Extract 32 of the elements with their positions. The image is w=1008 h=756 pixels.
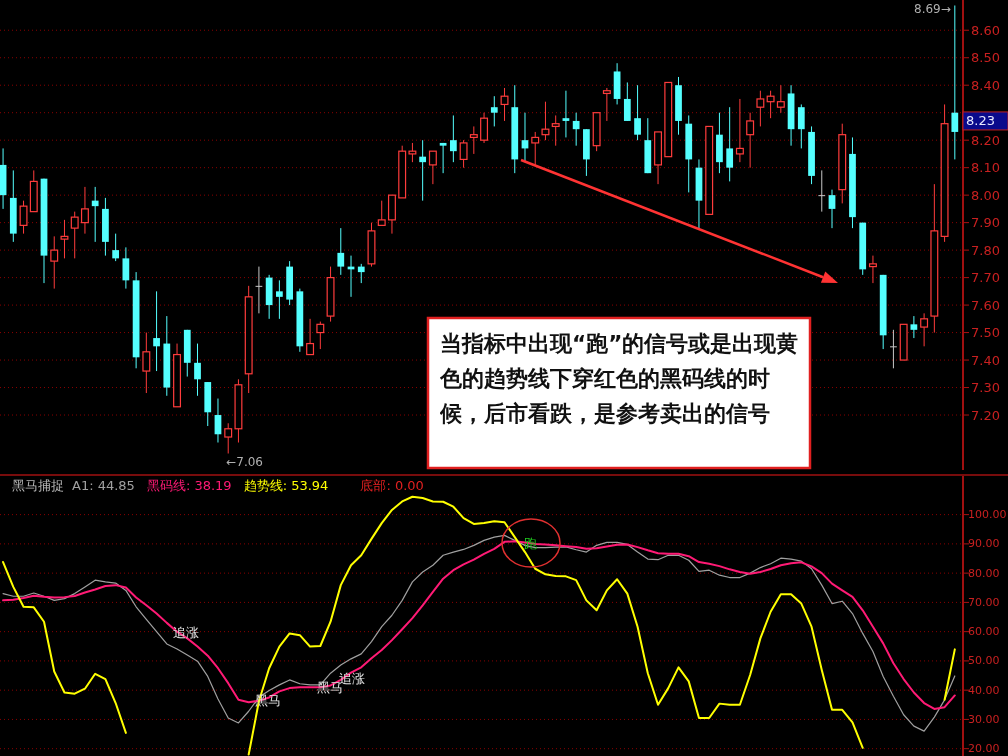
y-tick-label: 7.50 (971, 325, 1000, 341)
y-tick-label: 7.90 (971, 215, 1000, 231)
y-tick-label: 40.00 (968, 683, 1000, 697)
y-tick-label: 8.60 (971, 22, 1000, 38)
annotation: 8.69→ (914, 2, 951, 17)
text: 黑码线: 38.19 (146, 477, 232, 493)
y-tick-label: 60.00 (968, 625, 1000, 639)
text: 趋势线: 53.94 (243, 477, 329, 493)
y-tick-label: 7.80 (971, 242, 1000, 258)
annotation: 当指标中出现“跑”的信号或是出现黄色的趋势线下穿红色的黑码线的时候，后市看跌，是参考卖出的信号 (440, 330, 800, 428)
y-tick-label: 20.00 (968, 742, 1000, 756)
chart-title: 黑马捕捉 (12, 477, 64, 493)
y-tick-label: 8.50 (971, 50, 1000, 66)
y-tick-label: 70.00 (968, 595, 1000, 609)
annotation: ←7.06 (226, 454, 263, 469)
y-tick-label: 7.20 (971, 407, 1000, 423)
y-tick-label: 50.00 (968, 654, 1000, 668)
y-tick-label: 8.20 (971, 132, 1000, 148)
text: A1: 44.85 (72, 477, 135, 493)
y-tick-label: 30.00 (968, 712, 1000, 726)
y-tick-label: 80.00 (968, 566, 1000, 580)
y-tick-label: 8.10 (971, 160, 1000, 176)
y-tick-label: 8.40 (971, 77, 1000, 93)
y-tick-label: 7.60 (971, 297, 1000, 313)
annotation: 底部: 0.00 (360, 477, 424, 493)
text: 8.23 (966, 113, 995, 129)
y-tick-label: 90.00 (968, 537, 1000, 551)
y-tick-label: 7.30 (971, 380, 1000, 396)
y-tick-label: 100.00 (968, 508, 1007, 522)
y-tick-label: 7.70 (971, 270, 1000, 286)
y-tick-label: 7.40 (971, 352, 1000, 368)
y-tick-label: 8.00 (971, 187, 1000, 203)
